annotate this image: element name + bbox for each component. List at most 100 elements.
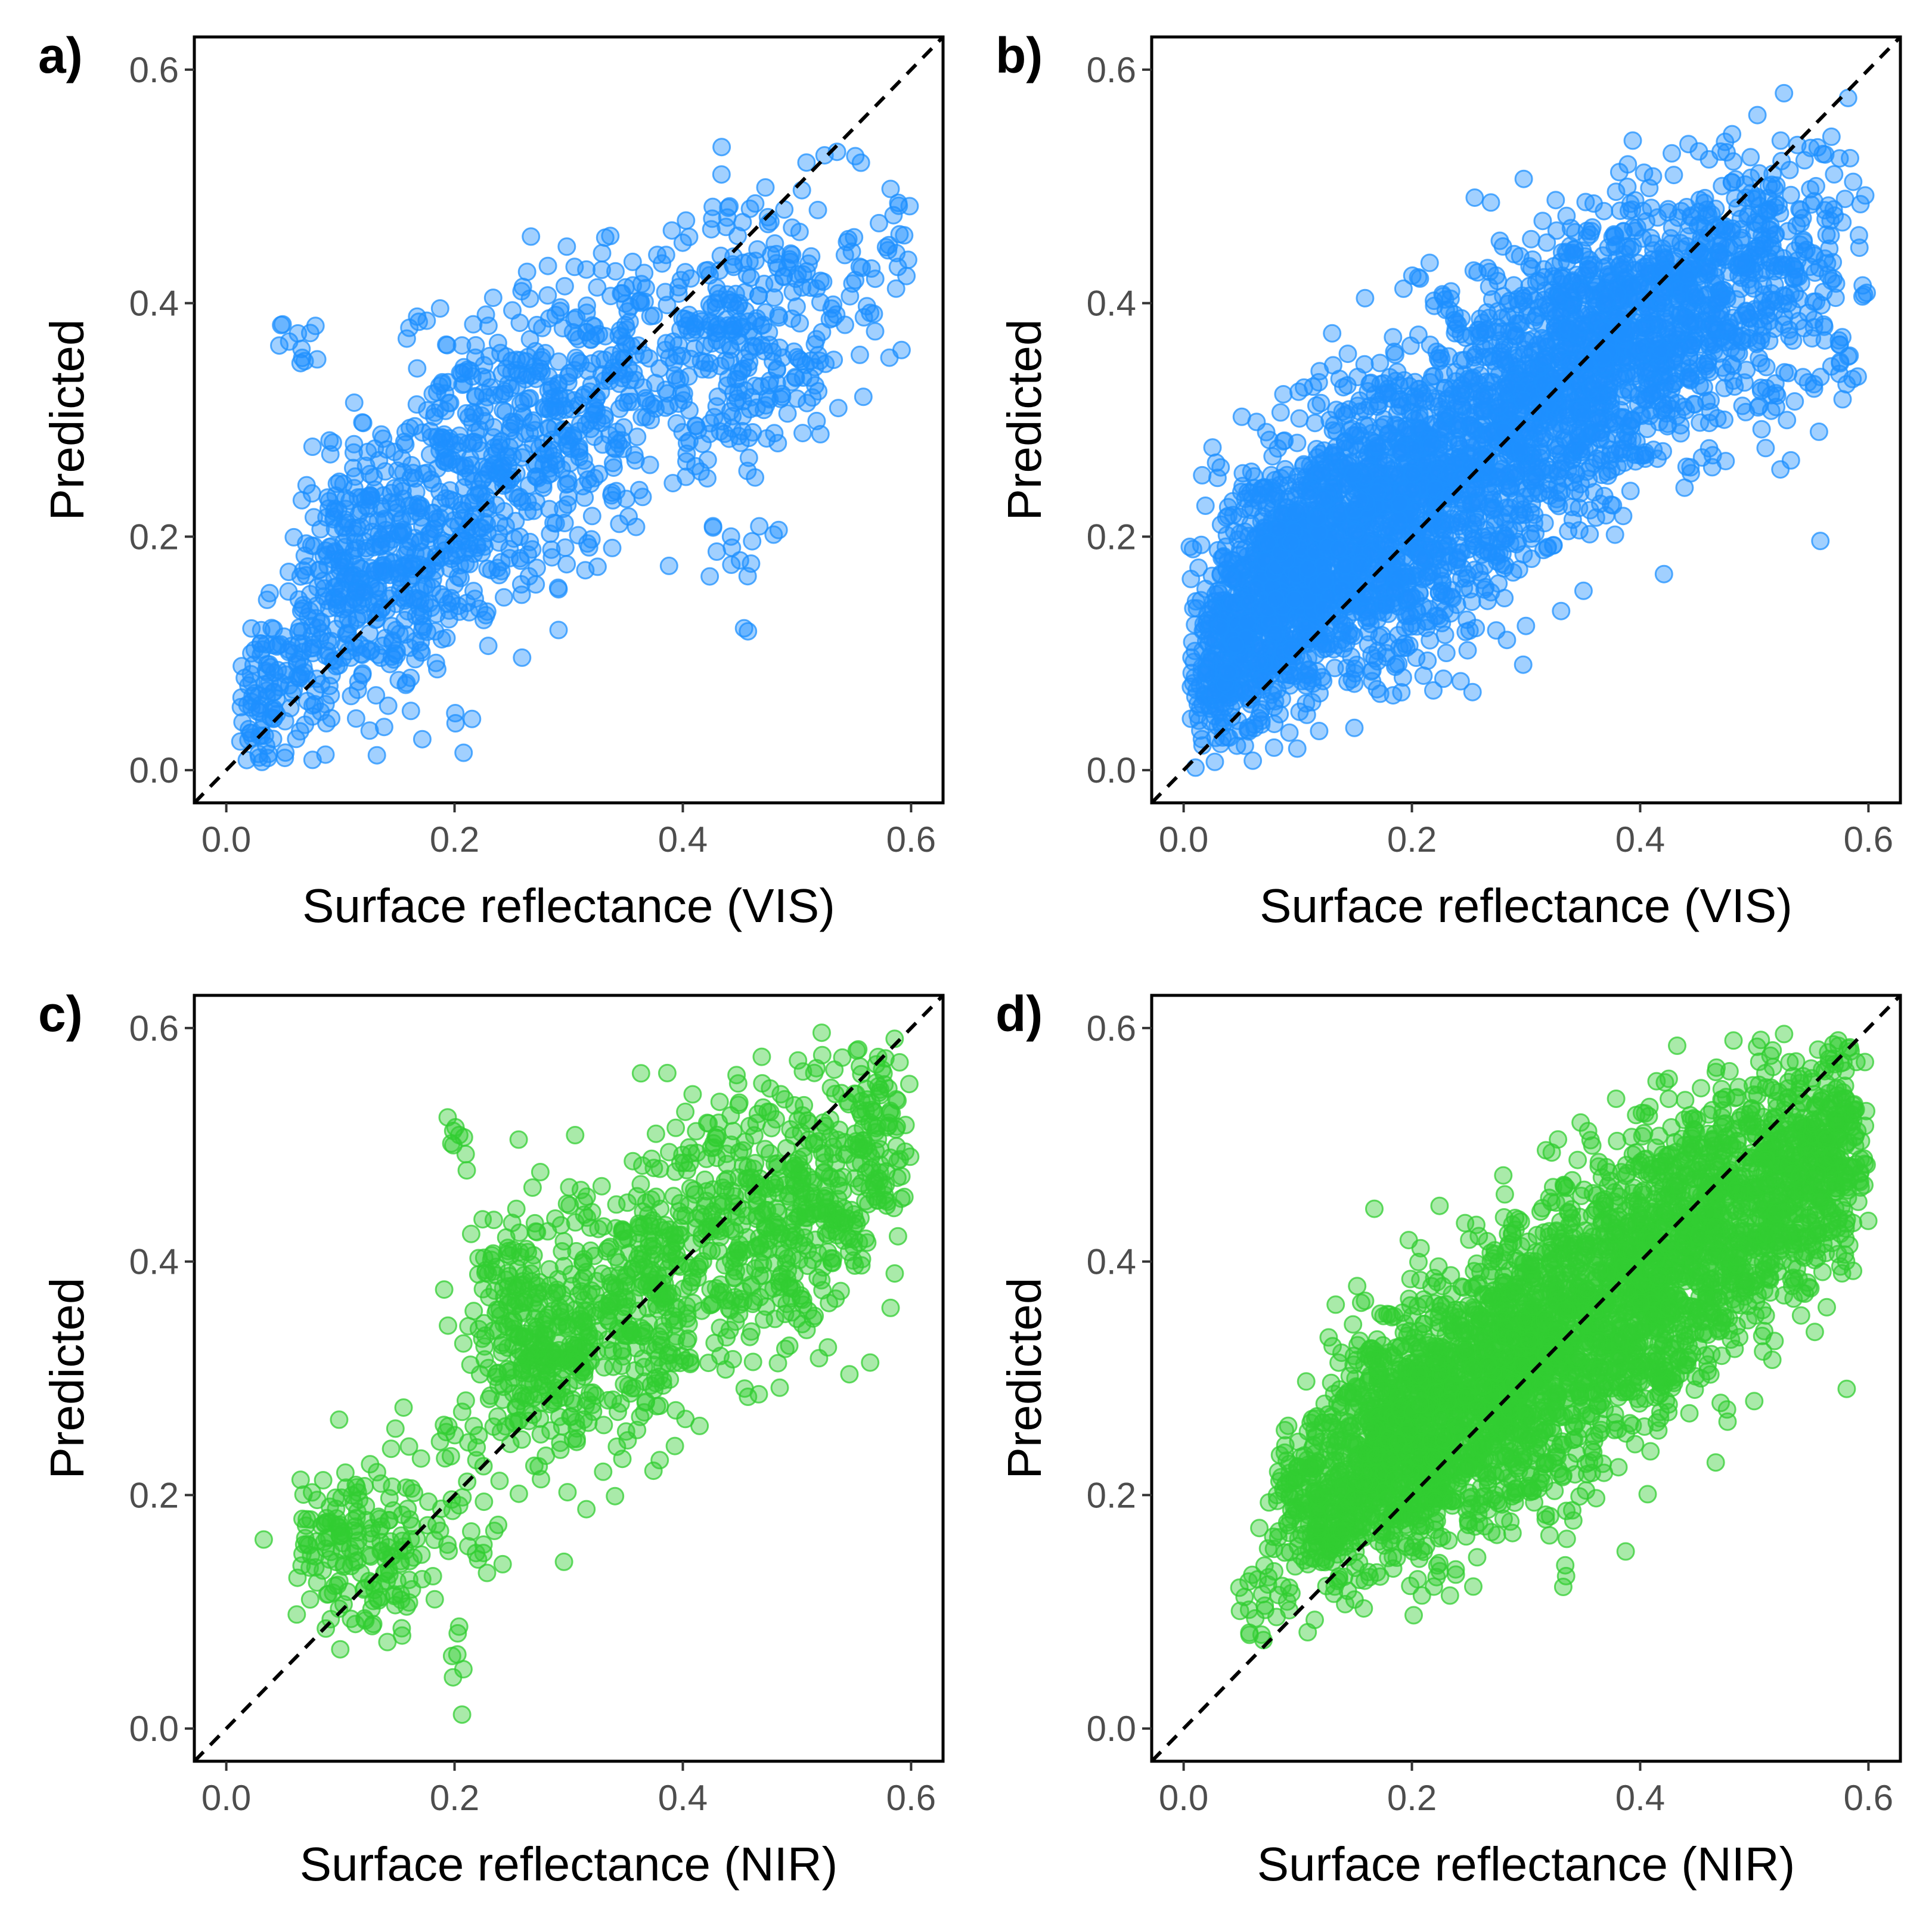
y-tick-label: 0.6 xyxy=(129,50,179,90)
scatter-point xyxy=(739,448,758,467)
scatter-point xyxy=(1490,231,1509,250)
scatter-point xyxy=(476,305,495,324)
scatter-point xyxy=(464,315,483,334)
scatter-point xyxy=(1373,452,1393,471)
scatter-point xyxy=(1473,314,1492,333)
scatter-point xyxy=(620,312,639,331)
scatter-point xyxy=(773,387,792,406)
scatter-point xyxy=(353,413,372,432)
scatter-point xyxy=(1285,590,1304,609)
scatter-point xyxy=(665,353,684,373)
scatter-point xyxy=(383,631,402,650)
x-axis-title: Surface reflectance (VIS) xyxy=(302,879,835,932)
scatter-point xyxy=(404,464,423,483)
scatter-point xyxy=(1545,257,1564,276)
scatter-point xyxy=(408,359,427,378)
scatter-point xyxy=(303,437,322,456)
scatter-point xyxy=(413,730,432,749)
scatter-point xyxy=(1421,436,1440,455)
scatter-point xyxy=(476,606,495,625)
scatter-point xyxy=(1192,535,1211,554)
scatter-point xyxy=(897,266,916,285)
scatter-point xyxy=(1344,465,1363,485)
scatter-point xyxy=(1544,536,1563,555)
scatter-point xyxy=(368,578,387,597)
scatter-point xyxy=(829,399,848,418)
scatter-point xyxy=(790,314,810,333)
scatter-point xyxy=(631,293,650,312)
scatter-point xyxy=(606,262,625,281)
scatter-point xyxy=(555,421,573,440)
scatter-point xyxy=(866,322,885,341)
scatter-point xyxy=(1517,616,1536,635)
scatter-point xyxy=(513,492,532,511)
y-tick-label: 0.2 xyxy=(129,517,179,557)
scatter-point xyxy=(479,316,498,336)
scatter-point xyxy=(520,330,539,349)
scatter-point xyxy=(653,254,672,273)
scatter-point xyxy=(1534,349,1553,368)
scatter-point xyxy=(1379,632,1397,651)
scatter-point xyxy=(549,620,568,640)
scatter-point xyxy=(1475,339,1494,358)
scatter-point xyxy=(1367,572,1386,591)
scatter-point xyxy=(797,153,816,172)
scatter-point xyxy=(669,284,688,303)
scatter-point xyxy=(1590,374,1609,393)
scatter-point xyxy=(1342,420,1362,439)
scatter-point xyxy=(711,356,730,375)
scatter-point xyxy=(1420,253,1439,272)
scatter-point xyxy=(407,482,426,501)
scatter-point xyxy=(1605,525,1624,544)
scatter-point xyxy=(1584,194,1603,213)
scatter-point xyxy=(706,324,725,343)
scatter-point xyxy=(1514,655,1533,674)
scatter-point xyxy=(1358,608,1377,627)
scatter-point xyxy=(628,336,647,355)
scatter-point xyxy=(1274,385,1293,404)
scatter-point xyxy=(741,268,760,287)
scatter-point xyxy=(1677,457,1696,476)
scatter-point xyxy=(1511,439,1530,458)
scatter-point xyxy=(1310,362,1329,381)
scatter-point xyxy=(1513,390,1532,409)
scatter-point xyxy=(1423,367,1442,386)
scatter-point xyxy=(427,383,446,402)
scatter-point xyxy=(401,702,420,721)
scatter-point xyxy=(237,750,256,769)
scatter-point xyxy=(1314,489,1333,508)
scatter-point xyxy=(295,352,314,371)
scatter-point xyxy=(1552,452,1571,471)
scatter-point xyxy=(454,743,473,762)
scatter-point xyxy=(441,432,459,451)
scatter-point xyxy=(427,604,446,623)
scatter-point xyxy=(578,534,597,553)
scatter-point xyxy=(1305,414,1325,433)
scatter-point xyxy=(1547,221,1566,240)
scatter-point xyxy=(287,730,306,749)
scatter-point xyxy=(746,468,765,487)
scatter-point xyxy=(1461,408,1480,427)
scatter-point xyxy=(252,752,271,771)
scatter-point xyxy=(765,234,784,253)
scatter-point xyxy=(320,492,339,511)
scatter-point xyxy=(542,548,562,567)
scatter-point xyxy=(1249,709,1268,728)
scatter-point xyxy=(1193,465,1212,485)
scatter-point xyxy=(889,196,908,215)
scatter-point xyxy=(768,434,787,452)
scatter-point xyxy=(641,411,660,430)
scatter-point xyxy=(466,348,485,367)
scatter-point xyxy=(481,378,500,397)
scatter-point xyxy=(565,310,584,329)
scatter-point xyxy=(734,619,753,638)
scatter-point xyxy=(513,648,532,667)
scatter-point xyxy=(539,419,559,438)
scatter-point xyxy=(1570,498,1589,517)
scatter-point xyxy=(393,482,412,501)
scatter-point xyxy=(703,518,722,537)
scatter-point xyxy=(1287,473,1306,492)
scatter-point xyxy=(616,294,635,313)
scatter-point xyxy=(235,668,255,687)
scatter-point xyxy=(352,644,371,663)
